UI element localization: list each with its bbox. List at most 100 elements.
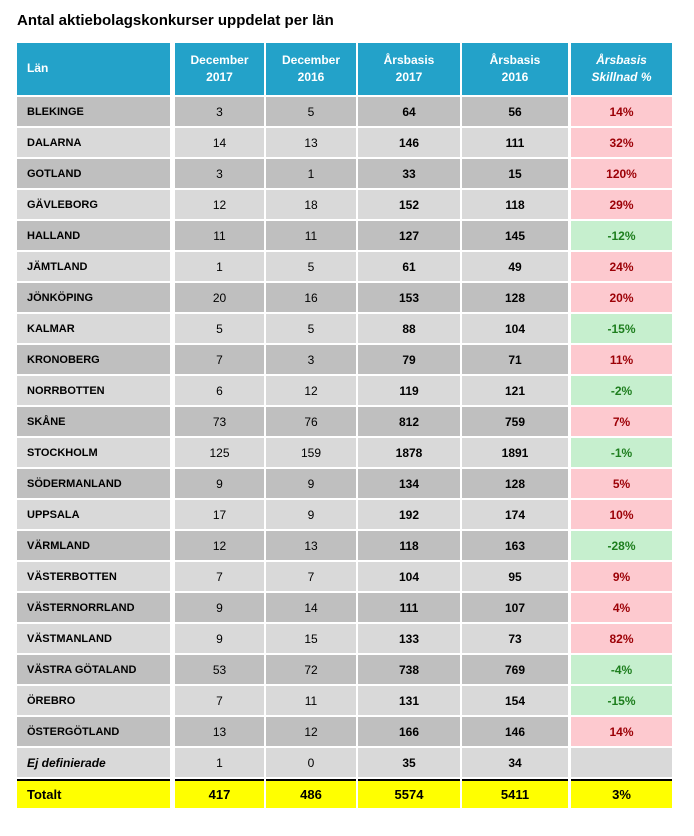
cell-skillnad: -1% (571, 438, 672, 467)
cell-arsbasis-2016: 1891 (462, 438, 568, 467)
header-lan: Län (17, 43, 170, 95)
cell-arsbasis-2017: 192 (358, 500, 460, 529)
cell-arsbasis-2016: 34 (462, 748, 568, 777)
cell-december-2016: 5 (266, 314, 356, 343)
cell-arsbasis-2017: 64 (358, 97, 460, 126)
cell-december-2017: 20 (175, 283, 264, 312)
cell-december-2017: 12 (175, 531, 264, 560)
cell-december-2016: 14 (266, 593, 356, 622)
table-row: GÄVLEBORG 12 18 152 118 29% (17, 190, 694, 219)
header-line2: 2017 (395, 70, 423, 84)
cell-skillnad: 24% (571, 252, 672, 281)
cell-arsbasis-2017: 166 (358, 717, 460, 746)
cell-december-2016: 3 (266, 345, 356, 374)
cell-skillnad: -4% (571, 655, 672, 684)
header-line1: Årsbasis (383, 52, 435, 67)
cell-skillnad: 11% (571, 345, 672, 374)
report-page: Antal aktiebolagskonkurser uppdelat per … (0, 12, 694, 808)
cell-december-2016: 9 (266, 500, 356, 529)
cell-december-2017: 17 (175, 500, 264, 529)
cell-arsbasis-2017: 119 (358, 376, 460, 405)
cell-skillnad: 82% (571, 624, 672, 653)
cell-december-2016: 11 (266, 686, 356, 715)
table-row: SÖDERMANLAND 9 9 134 128 5% (17, 469, 694, 498)
cell-arsbasis-2017: 1878 (358, 438, 460, 467)
cell-arsbasis-2017: 131 (358, 686, 460, 715)
cell-december-2017: 9 (175, 593, 264, 622)
cell-arsbasis-2017: 134 (358, 469, 460, 498)
cell-lan: BLEKINGE (17, 97, 170, 126)
table-row: ÖSTERGÖTLAND 13 12 166 146 14% (17, 717, 694, 746)
cell-december-2017: 14 (175, 128, 264, 157)
cell-december-2017: 3 (175, 159, 264, 188)
cell-arsbasis-2016: 95 (462, 562, 568, 591)
table-row: BLEKINGE 3 5 64 56 14% (17, 97, 694, 126)
cell-arsbasis-2017: 153 (358, 283, 460, 312)
header-december-2016: December 2016 (266, 43, 356, 95)
cell-december-2016: 12 (266, 376, 356, 405)
header-line1: Årsbasis (596, 52, 647, 67)
cell-arsbasis-2017: 738 (358, 655, 460, 684)
cell-arsbasis-2016: 104 (462, 314, 568, 343)
cell-arsbasis-2017: 118 (358, 531, 460, 560)
cell-december-2017: 6 (175, 376, 264, 405)
header-line1: Årsbasis (489, 52, 541, 67)
table-row: JÖNKÖPING 20 16 153 128 20% (17, 283, 694, 312)
cell-december-2017: 11 (175, 221, 264, 250)
cell-arsbasis-2017: 35 (358, 748, 460, 777)
cell-december-2016: 1 (266, 159, 356, 188)
table-row: DALARNA 14 13 146 111 32% (17, 128, 694, 157)
cell-skillnad: -28% (571, 531, 672, 560)
cell-arsbasis-2016: 49 (462, 252, 568, 281)
cell-arsbasis-2016: 71 (462, 345, 568, 374)
total-december-2017: 417 (175, 779, 264, 808)
cell-lan: VÄRMLAND (17, 531, 170, 560)
cell-december-2017: 73 (175, 407, 264, 436)
cell-arsbasis-2017: 133 (358, 624, 460, 653)
bankruptcy-table: Län December 2017 December 2016 Årsbasis 2017 Å… (17, 43, 694, 808)
cell-december-2016: 11 (266, 221, 356, 250)
cell-arsbasis-2017: 79 (358, 345, 460, 374)
cell-lan: UPPSALA (17, 500, 170, 529)
page-title: Antal aktiebolagskonkurser uppdelat per … (17, 12, 334, 29)
cell-skillnad: -2% (571, 376, 672, 405)
table-row: VÄSTERNORRLAND 9 14 111 107 4% (17, 593, 694, 622)
cell-lan: VÄSTMANLAND (17, 624, 170, 653)
cell-december-2017: 1 (175, 252, 264, 281)
cell-skillnad: 120% (571, 159, 672, 188)
cell-arsbasis-2016: 163 (462, 531, 568, 560)
cell-december-2016: 5 (266, 97, 356, 126)
total-arsbasis-2016: 5411 (462, 779, 568, 808)
cell-december-2017: 53 (175, 655, 264, 684)
cell-arsbasis-2016: 56 (462, 97, 568, 126)
table-row: STOCKHOLM 125 159 1878 1891 -1% (17, 438, 694, 467)
header-arsbasis-2017: Årsbasis 2017 (358, 43, 460, 95)
cell-skillnad: -15% (571, 686, 672, 715)
header-line2: 2017 (206, 70, 233, 84)
cell-arsbasis-2016: 111 (462, 128, 568, 157)
header-line1: Län (27, 61, 49, 76)
total-december-2016: 486 (266, 779, 356, 808)
cell-arsbasis-2017: 127 (358, 221, 460, 250)
cell-lan: VÄSTRA GÖTALAND (17, 655, 170, 684)
cell-arsbasis-2016: 769 (462, 655, 568, 684)
cell-arsbasis-2016: 174 (462, 500, 568, 529)
cell-arsbasis-2017: 111 (358, 593, 460, 622)
cell-skillnad: -15% (571, 314, 672, 343)
cell-lan: JÖNKÖPING (17, 283, 170, 312)
cell-skillnad: 4% (571, 593, 672, 622)
cell-arsbasis-2016: 73 (462, 624, 568, 653)
cell-december-2016: 18 (266, 190, 356, 219)
cell-december-2016: 159 (266, 438, 356, 467)
header-line1: December (281, 52, 341, 67)
table-row: UPPSALA 17 9 192 174 10% (17, 500, 694, 529)
cell-arsbasis-2016: 118 (462, 190, 568, 219)
table-row: NORRBOTTEN 6 12 119 121 -2% (17, 376, 694, 405)
cell-december-2016: 16 (266, 283, 356, 312)
cell-skillnad: 5% (571, 469, 672, 498)
header-line2: 2016 (501, 70, 529, 84)
cell-arsbasis-2017: 812 (358, 407, 460, 436)
cell-lan: GÄVLEBORG (17, 190, 170, 219)
table-row: HALLAND 11 11 127 145 -12% (17, 221, 694, 250)
cell-arsbasis-2017: 88 (358, 314, 460, 343)
